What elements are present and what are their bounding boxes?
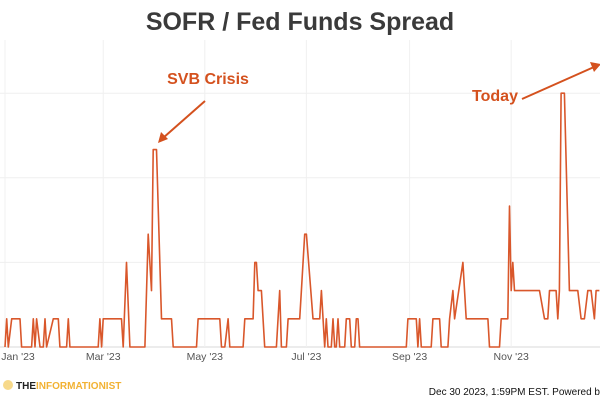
chart-title: SOFR / Fed Funds Spread [146,8,454,36]
lightbulb-icon [3,380,13,390]
annotation-svb-label: SVB Crisis [167,71,249,88]
footer-timestamp: Dec 30 2023, 1:59PM EST. Powered b [429,387,600,398]
annotation-svb: SVB Crisis [158,71,249,143]
annotation-today: Today [472,62,600,105]
x-tick-label: Nov '23 [494,351,529,363]
annotation-today-arrow [521,66,595,100]
x-tick-label: May '23 [187,351,224,363]
logo-text-informationist: INFORMATIONIST [36,381,121,392]
gridlines [0,40,600,348]
logo-text-the: THE [16,381,36,392]
annotation-today-label: Today [472,88,518,105]
x-axis-ticks: Jan '23 Mar '23 May '23 Jul '23 Sep '23 Nov '… [1,351,529,363]
logo: THE INFORMATIONIST [3,380,121,392]
arrowhead-icon [590,62,600,72]
arrowhead-icon [158,132,168,143]
annotation-svb-arrow [162,100,206,139]
x-tick-label: Mar '23 [86,351,121,363]
x-tick-label: Jan '23 [1,351,35,363]
x-tick-label: Sep '23 [392,351,427,363]
x-tick-label: Jul '23 [291,351,321,363]
series-line [4,92,600,348]
